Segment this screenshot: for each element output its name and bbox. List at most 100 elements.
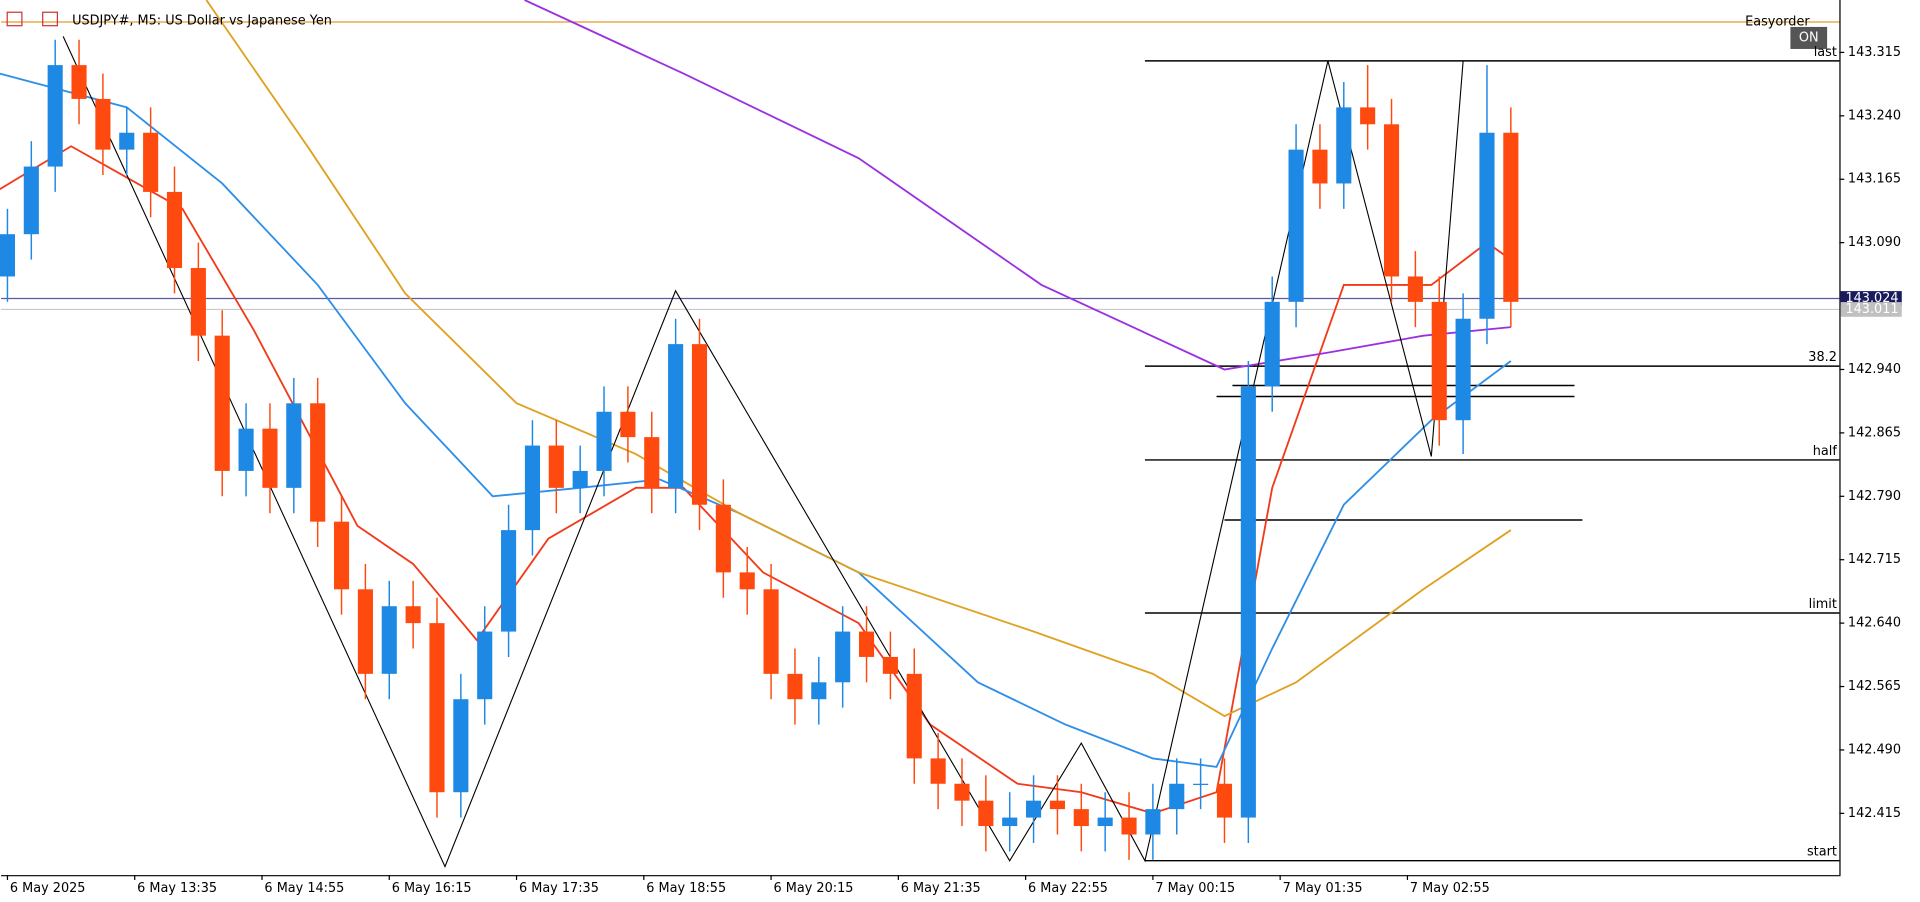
candle-body bbox=[71, 65, 87, 99]
candle-body bbox=[1503, 132, 1519, 302]
bid-tag bbox=[1840, 302, 1902, 317]
candle-body bbox=[1455, 318, 1471, 421]
candle-body bbox=[882, 656, 898, 674]
candle-body bbox=[1407, 276, 1423, 302]
bid-tag-label: 143.011 bbox=[1845, 302, 1898, 317]
candle-body bbox=[477, 631, 493, 700]
candle-body bbox=[23, 166, 39, 235]
candle-body bbox=[214, 335, 230, 471]
candle-body bbox=[190, 268, 206, 336]
candle-body bbox=[1479, 132, 1495, 319]
candle-body bbox=[501, 530, 517, 632]
candle-body bbox=[95, 98, 111, 150]
moving-average bbox=[0, 145, 1512, 815]
x-tick-label: 6 May 17:35 bbox=[519, 881, 599, 896]
candle-body bbox=[787, 673, 803, 700]
candle-body bbox=[1026, 800, 1042, 818]
candle-body bbox=[524, 445, 541, 531]
panel-label: Easyorder bbox=[1745, 15, 1810, 30]
y-tick-label: 142.865 bbox=[1848, 425, 1901, 440]
x-tick-label: 7 May 02:55 bbox=[1410, 881, 1490, 896]
candle-body bbox=[333, 521, 350, 590]
candle-body bbox=[1383, 124, 1400, 277]
candle-body bbox=[835, 631, 851, 683]
candle-body bbox=[1049, 800, 1065, 810]
candle-body bbox=[166, 191, 183, 269]
candle-body bbox=[763, 589, 779, 674]
y-tick-label: 143.090 bbox=[1848, 235, 1901, 250]
y-tick-label: 143.165 bbox=[1848, 172, 1901, 187]
candle-body bbox=[906, 673, 922, 759]
candle-body bbox=[930, 758, 946, 784]
y-tick-label: 143.240 bbox=[1848, 108, 1901, 123]
chart-title: USDJPY#, M5: US Dollar vs Japanese Yen bbox=[72, 13, 332, 28]
candle-body bbox=[1431, 301, 1447, 421]
candle-body bbox=[978, 800, 994, 827]
candle-body bbox=[1002, 817, 1018, 827]
candle-body bbox=[47, 65, 63, 167]
moving-average bbox=[205, 0, 1512, 718]
x-tick-label: 6 May 16:15 bbox=[392, 881, 472, 896]
candle-body bbox=[1073, 809, 1089, 827]
x-tick-label: 6 May 20:15 bbox=[774, 881, 854, 896]
candle-body bbox=[357, 589, 373, 674]
fib-label: 38.2 bbox=[1808, 350, 1837, 365]
candle-body bbox=[238, 428, 254, 471]
candle-body bbox=[1336, 107, 1352, 184]
x-tick-label: 6 May 14:55 bbox=[264, 881, 344, 896]
candle-body bbox=[739, 572, 755, 590]
candle-body bbox=[811, 682, 827, 700]
candle-body bbox=[1097, 817, 1113, 827]
candle-body bbox=[858, 631, 875, 657]
fib-label: limit bbox=[1809, 597, 1837, 612]
candle-body bbox=[1264, 301, 1280, 387]
candle-body bbox=[286, 403, 302, 488]
x-tick-label: 6 May 21:35 bbox=[901, 881, 981, 896]
candle-body bbox=[1312, 149, 1328, 184]
candle-body bbox=[596, 411, 612, 471]
candle-body bbox=[668, 344, 684, 488]
y-tick-label: 142.790 bbox=[1848, 489, 1901, 504]
candle-body bbox=[262, 428, 278, 488]
y-tick-label: 142.415 bbox=[1848, 806, 1901, 821]
y-tick-label: 142.640 bbox=[1848, 616, 1901, 631]
x-tick-label: 6 May 18:55 bbox=[646, 881, 726, 896]
on-button[interactable] bbox=[1790, 26, 1828, 49]
x-tick-label: 6 May 22:55 bbox=[1028, 881, 1108, 896]
on-button-label[interactable]: ON bbox=[1799, 30, 1819, 45]
candle-body bbox=[310, 403, 326, 522]
candle-body bbox=[1216, 783, 1233, 818]
y-tick-label: 143.315 bbox=[1848, 45, 1901, 60]
moving-average bbox=[524, 0, 1511, 371]
y-tick-label: 142.940 bbox=[1848, 362, 1901, 377]
x-tick-label: 6 May 13:35 bbox=[137, 881, 217, 896]
candle-body bbox=[954, 783, 970, 801]
y-tick-label: 142.490 bbox=[1848, 742, 1901, 757]
x-tick-label: 7 May 00:15 bbox=[1155, 881, 1235, 896]
candle-body bbox=[1145, 809, 1161, 835]
candle-body bbox=[119, 132, 135, 150]
fib-label: last bbox=[1814, 45, 1837, 60]
candle-body bbox=[620, 411, 636, 438]
x-tick-label: 6 May 2025 bbox=[10, 881, 86, 896]
candle-body bbox=[1288, 149, 1304, 302]
y-tick-label: 142.565 bbox=[1848, 679, 1901, 694]
candle-body bbox=[405, 606, 421, 624]
plot-area bbox=[0, 0, 1840, 869]
y-tick-label: 142.715 bbox=[1848, 552, 1901, 567]
candle-body bbox=[691, 344, 708, 505]
candle-body bbox=[1121, 817, 1137, 835]
candle-body bbox=[1240, 386, 1256, 818]
candle-body bbox=[548, 445, 564, 488]
fib-label: half bbox=[1813, 444, 1838, 459]
candle-body bbox=[429, 623, 445, 793]
chart-icon[interactable] bbox=[42, 11, 58, 27]
candle-body bbox=[1193, 783, 1209, 785]
x-tick-label: 7 May 01:35 bbox=[1283, 881, 1363, 896]
candle-body bbox=[1169, 783, 1185, 810]
candle-body bbox=[143, 132, 159, 192]
candle-body bbox=[453, 699, 469, 793]
menu-icon[interactable] bbox=[6, 11, 23, 27]
candle-body bbox=[644, 437, 660, 488]
